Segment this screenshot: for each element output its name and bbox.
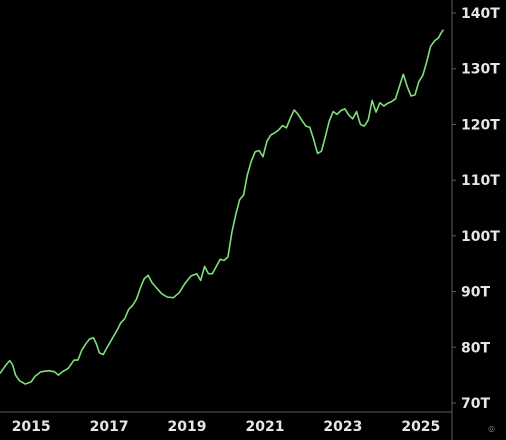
y-tick-label: 100T bbox=[461, 229, 500, 245]
x-tick-label: 2019 bbox=[168, 419, 207, 435]
x-tick-label: 2023 bbox=[323, 419, 362, 435]
x-tick-label: 2015 bbox=[12, 419, 51, 435]
y-axis-ticks: 70T 80T 90T 100T 110T 120T 130T 140T bbox=[452, 6, 500, 412]
y-tick-label: 130T bbox=[461, 62, 500, 78]
x-tick-label: 2025 bbox=[401, 419, 440, 435]
x-tick-label: 2021 bbox=[245, 419, 284, 435]
y-tick-label: 140T bbox=[461, 6, 500, 22]
y-tick-label: 120T bbox=[461, 117, 500, 133]
series-line bbox=[0, 29, 445, 385]
y-tick-label: 70T bbox=[461, 396, 490, 412]
watermark-icon: ◎ bbox=[488, 424, 495, 433]
x-tick-label: 2017 bbox=[90, 419, 129, 435]
x-axis-ticks: 2015 2017 2019 2021 2023 2025 bbox=[12, 419, 441, 435]
plot-area bbox=[0, 29, 445, 385]
y-tick-label: 90T bbox=[461, 285, 490, 301]
y-tick-label: 110T bbox=[461, 173, 500, 189]
y-tick-label: 80T bbox=[461, 340, 490, 356]
